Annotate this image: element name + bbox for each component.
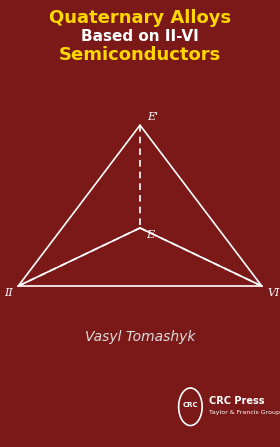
Text: Quaternary Alloys: Quaternary Alloys [49,9,231,27]
Text: E': E' [147,112,158,122]
Text: CRC Press: CRC Press [209,396,264,406]
Text: Based on II-VI: Based on II-VI [81,29,199,44]
Text: CRC: CRC [183,402,198,409]
Text: VI: VI [267,288,280,298]
Text: E: E [146,230,154,240]
Text: II: II [4,288,13,298]
Text: Semiconductors: Semiconductors [59,46,221,63]
Text: Taylor & Francis Group: Taylor & Francis Group [209,409,280,415]
Text: Vasyl Tomashyk: Vasyl Tomashyk [85,330,195,345]
